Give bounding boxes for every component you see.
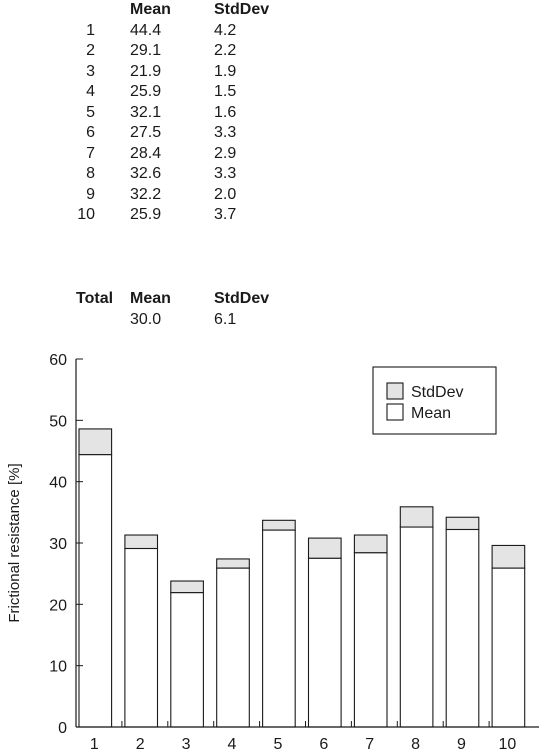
legend-label: StdDev [411, 384, 463, 401]
y-tick-label: 0 [58, 720, 67, 737]
bar-stddev [353, 534, 388, 554]
bar-stddev [78, 428, 113, 456]
row-mean: 29.1 [130, 42, 162, 59]
row-index: 1 [86, 21, 95, 39]
bar-mean [124, 547, 159, 728]
row-index: 9 [86, 185, 95, 203]
bar-stddev [170, 580, 204, 594]
legend-swatch [386, 382, 404, 400]
bar-mean [491, 567, 526, 728]
row-mean: 25.9 [130, 83, 162, 100]
row-mean: 25.9 [130, 206, 162, 223]
total-mean-header: Mean [130, 290, 171, 307]
row-mean: 44.4 [130, 21, 162, 39]
row-stddev: 1.9 [214, 62, 237, 80]
frictional-resistance-chart: 1 2 3 4 5 6 7 8 9 10 0 10 20 30 40 50 60 Frictional resis… [6, 352, 539, 753]
bar-mean [399, 526, 434, 728]
bar-mean [170, 592, 204, 728]
row-index: 5 [86, 103, 95, 121]
legend-box [372, 366, 497, 435]
legend: StdDev Mean [372, 366, 497, 435]
row-index: 8 [86, 165, 95, 182]
total-stddev-header: StdDev [214, 290, 270, 307]
row-index: 2 [86, 42, 95, 59]
row-stddev: 4.2 [214, 21, 237, 39]
y-tick-label: 50 [49, 413, 67, 430]
x-tick-label: 2 [136, 736, 145, 753]
row-mean: 32.1 [130, 103, 162, 121]
y-tick-label: 10 [49, 659, 67, 676]
row-index: 10 [77, 206, 95, 223]
bar-stddev [399, 506, 434, 528]
row-stddev: 1.5 [214, 83, 237, 100]
mean-header: Mean [130, 1, 171, 18]
bar-mean [307, 557, 342, 728]
y-tick-label: 30 [49, 536, 67, 553]
x-tick-label: 5 [273, 736, 282, 753]
x-tick-label: 10 [499, 736, 517, 753]
bar-stddev [262, 519, 296, 531]
bar-mean [353, 552, 388, 728]
row-stddev: 3.7 [214, 206, 237, 223]
stddev-header: StdDev [214, 1, 270, 18]
bar-stddev [124, 534, 159, 550]
y-tick-label: 20 [49, 597, 67, 614]
y-axis-label: Frictional resistance [%] [6, 463, 23, 622]
bar-mean [445, 528, 480, 728]
row-mean: 27.5 [130, 124, 162, 141]
row-mean: 32.6 [130, 165, 162, 182]
x-tick-label: 3 [182, 736, 191, 753]
row-stddev: 1.6 [214, 103, 237, 121]
x-tick-label: 1 [90, 736, 99, 753]
x-tick-label: 9 [457, 736, 466, 753]
bar-mean [216, 567, 250, 728]
row-index: 4 [86, 83, 95, 100]
total-mean-value: 30.0 [130, 310, 162, 328]
row-stddev: 2.0 [214, 185, 237, 203]
row-stddev: 2.9 [214, 144, 237, 162]
x-tick-label: 8 [411, 736, 420, 753]
bar-stddev [216, 558, 250, 569]
legend-label: Mean [411, 405, 451, 422]
row-index: 3 [86, 62, 95, 80]
x-tick-label: 6 [319, 736, 328, 753]
x-tick-label: 7 [365, 736, 374, 753]
bar-stddev [307, 537, 342, 559]
row-mean: 32.2 [130, 185, 162, 203]
row-mean: 28.4 [130, 144, 162, 162]
y-tick-label: 40 [49, 475, 67, 492]
bar-stddev [491, 544, 526, 569]
row-index: 6 [86, 124, 95, 141]
row-stddev: 2.2 [214, 42, 237, 59]
bar-mean [78, 454, 113, 728]
row-stddev: 3.3 [214, 165, 237, 182]
bar-mean [262, 529, 296, 728]
total-stddev-value: 6.1 [214, 310, 237, 328]
bar-stddev [445, 516, 480, 531]
x-tick-label: 4 [228, 736, 237, 753]
legend-swatch [386, 403, 404, 421]
row-index: 7 [86, 144, 95, 162]
y-tick-label: 60 [49, 352, 67, 369]
row-mean: 21.9 [130, 62, 162, 80]
total-label: Total [76, 290, 114, 307]
row-stddev: 3.3 [214, 124, 237, 141]
